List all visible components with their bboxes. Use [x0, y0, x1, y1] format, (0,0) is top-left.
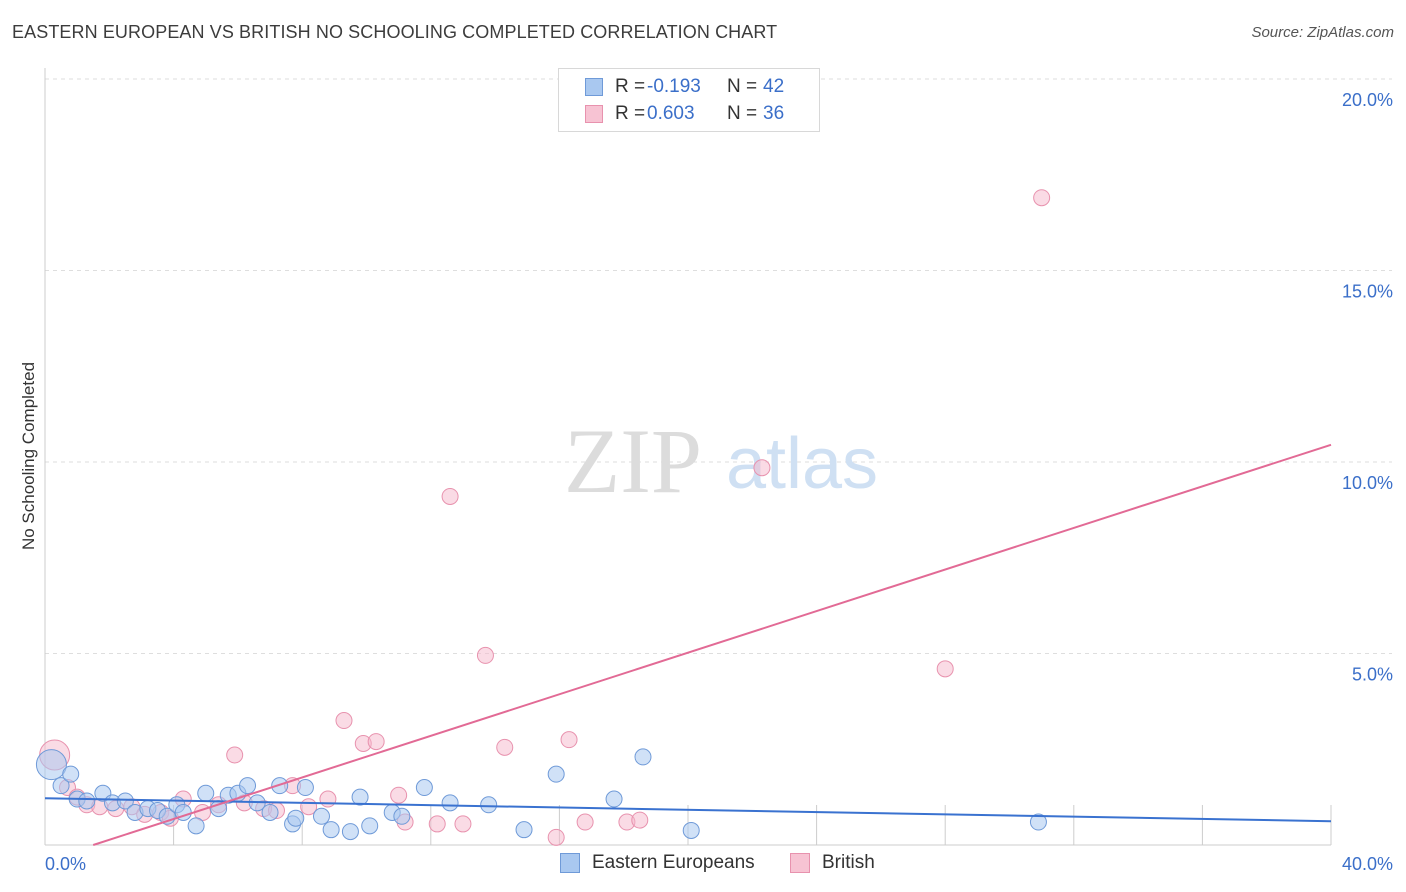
points — [35, 189, 1051, 846]
eastern-europeans-point — [351, 788, 369, 806]
eastern-europeans-point — [197, 784, 215, 802]
axes — [44, 68, 1332, 846]
n-label: N = — [727, 76, 758, 97]
blue-swatch — [560, 853, 580, 873]
source-label: Source: ZipAtlas.com — [1251, 24, 1394, 41]
british-point — [936, 660, 954, 678]
pink-swatch — [790, 853, 810, 873]
eastern-europeans-point — [312, 807, 330, 825]
british-point — [560, 731, 578, 749]
series-legend: Eastern Europeans British — [0, 852, 1406, 876]
british-point — [390, 786, 408, 804]
eastern-europeans-point — [393, 807, 411, 825]
british-point — [753, 459, 771, 477]
eastern-europeans-point — [341, 823, 359, 841]
eastern-europeans-point — [361, 817, 379, 835]
eastern-europeans-point — [35, 749, 67, 781]
british-point — [335, 712, 353, 730]
british-point — [441, 487, 459, 505]
british-point — [631, 811, 649, 829]
legend-item-eastern-europeans[interactable]: Eastern Europeans — [560, 852, 755, 874]
british-point — [226, 746, 244, 764]
eastern-europeans-point — [480, 796, 498, 814]
x-tick-label: 0.0% — [45, 854, 86, 874]
eastern-europeans-trend-line — [44, 797, 1332, 823]
eastern-europeans-point — [322, 821, 340, 839]
r-label: R = — [615, 103, 646, 124]
eastern-europeans-point — [547, 765, 565, 783]
british-point — [476, 646, 494, 664]
eastern-europeans-point — [441, 794, 459, 812]
eastern-europeans-point — [187, 817, 205, 835]
british-point — [319, 790, 337, 808]
watermark-atlas: atlas — [726, 424, 878, 504]
eastern-europeans-point — [239, 777, 257, 795]
eastern-europeans-point — [261, 803, 279, 821]
tick-labels: 5.0% 10.0% 15.0% 20.0% 0.0% 40.0% — [45, 90, 1393, 874]
eastern-europeans-point — [62, 765, 80, 783]
eastern-europeans-point — [634, 748, 652, 766]
eastern-europeans-point — [605, 790, 623, 808]
y-tick-label: 20.0% — [1342, 90, 1393, 110]
blue-swatch — [585, 78, 603, 96]
y-tick-label: 5.0% — [1352, 665, 1393, 685]
eastern-europeans-point — [78, 792, 96, 810]
legend-label: British — [822, 852, 875, 873]
legend-row-british: R = 0.603 N = 36 — [585, 102, 784, 126]
chart-title: EASTERN EUROPEAN VS BRITISH NO SCHOOLING… — [12, 22, 778, 42]
eastern-europeans-point — [1029, 813, 1047, 831]
british-point — [1033, 189, 1051, 207]
legend-item-british[interactable]: British — [790, 852, 875, 874]
n-label: N = — [727, 103, 758, 124]
eastern-europeans-point — [415, 779, 433, 797]
r-value: 0.603 — [647, 103, 695, 124]
british-point — [428, 815, 446, 833]
y-tick-label: 10.0% — [1342, 473, 1393, 493]
eastern-europeans-point — [515, 821, 533, 839]
r-value: -0.193 — [647, 76, 701, 97]
watermark-zip: ZIP — [564, 410, 702, 512]
pink-swatch — [585, 105, 603, 123]
eastern-europeans-point — [116, 792, 134, 810]
y-axis-label: No Schooling Completed — [19, 362, 38, 550]
eastern-europeans-point — [287, 809, 305, 827]
n-value: 36 — [763, 103, 785, 124]
eastern-europeans-point — [52, 777, 70, 795]
eastern-europeans-point — [682, 821, 700, 839]
legend-label: Eastern Europeans — [592, 852, 755, 873]
y-tick-label: 15.0% — [1342, 282, 1393, 302]
british-point — [496, 738, 514, 756]
x-tick-label: 40.0% — [1342, 854, 1393, 874]
n-value: 42 — [763, 76, 785, 97]
british-point — [454, 815, 472, 833]
british-trend-line — [92, 443, 1332, 846]
eastern-europeans-point — [296, 779, 314, 797]
grid — [45, 78, 1392, 654]
correlation-legend: R = -0.193 N = 42 R = 0.603 N = 36 — [558, 68, 820, 132]
trend-lines — [44, 443, 1332, 846]
british-point — [367, 733, 385, 751]
british-point — [576, 813, 594, 831]
british-point — [547, 828, 565, 846]
legend-row-eastern-europeans: R = -0.193 N = 42 — [585, 75, 784, 99]
r-label: R = — [615, 76, 646, 97]
